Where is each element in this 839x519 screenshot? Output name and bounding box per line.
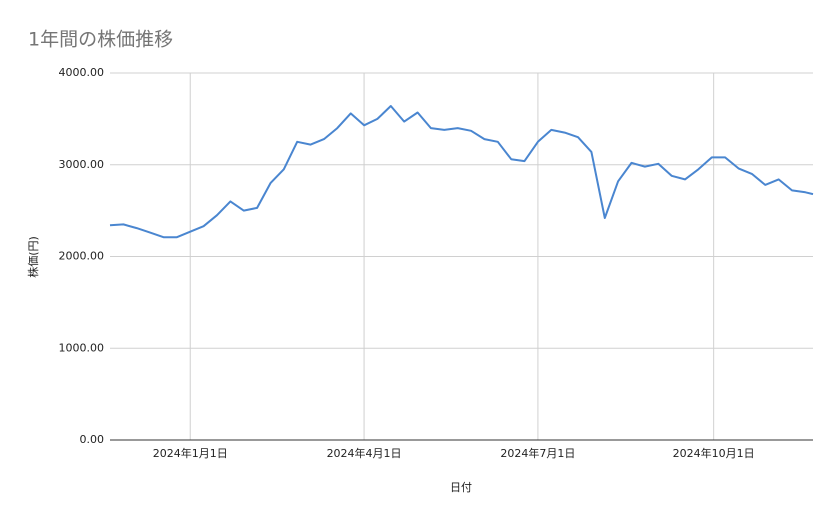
data-line [109, 105, 814, 239]
x-tick-label: 2024年1月1日 [153, 446, 228, 460]
y-tick-label: 4000.00 [59, 66, 105, 79]
y-tick-label: 2000.00 [59, 250, 105, 263]
y-tick-label: 1000.00 [59, 341, 105, 354]
y-tick-label: 3000.00 [59, 158, 105, 171]
x-tick-label: 2024年7月1日 [500, 446, 575, 460]
chart-title: 1年間の株価推移 [28, 29, 173, 51]
y-tick-label: 0.00 [80, 433, 105, 446]
y-axis-title: 株価(円) [26, 236, 40, 278]
x-tick-label: 2024年4月1日 [327, 446, 402, 460]
x-tick-label: 2024年10月1日 [673, 446, 755, 460]
x-axis-title: 日付 [450, 481, 472, 494]
